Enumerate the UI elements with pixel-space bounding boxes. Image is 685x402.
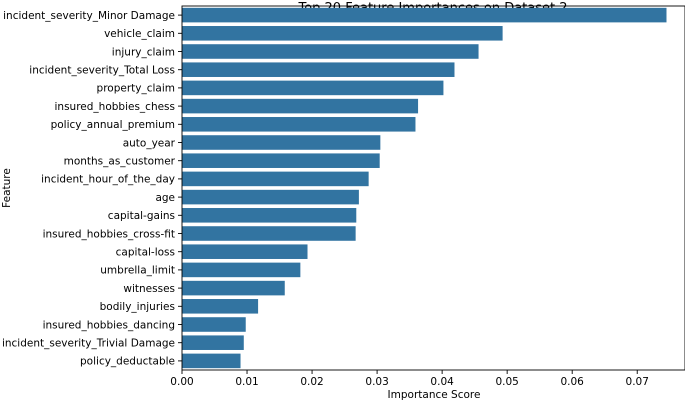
- category-label-16: bodily_injuries: [100, 301, 175, 313]
- bar-14: [182, 262, 301, 278]
- category-label-7: auto_year: [123, 137, 176, 149]
- category-label-10: age: [155, 192, 175, 204]
- x-tick-label-0: 0.00: [170, 376, 193, 388]
- category-label-13: capital-loss: [116, 247, 175, 259]
- category-label-3: incident_severity_Total Loss: [29, 65, 175, 77]
- bar-12: [182, 226, 356, 241]
- category-label-5: insured_hobbies_chess: [55, 101, 176, 113]
- x-tick-label-4: 0.04: [430, 376, 454, 388]
- bar-1: [182, 26, 503, 41]
- category-label-12: insured_hobbies_cross-fit: [43, 228, 175, 240]
- bar-0: [182, 7, 667, 23]
- x-tick-label-6: 0.06: [560, 376, 584, 388]
- bar-13: [182, 244, 308, 259]
- category-label-15: witnesses: [123, 283, 175, 295]
- bar-8: [182, 153, 380, 168]
- category-label-17: insured_hobbies_dancing: [43, 319, 175, 331]
- bar-10: [182, 189, 359, 205]
- category-label-1: vehicle_claim: [104, 28, 175, 40]
- category-label-11: capital-gains: [108, 210, 175, 222]
- bar-7: [182, 135, 381, 150]
- category-labels-group: incident_severity_Minor Damage vehicle_cl…: [2, 10, 182, 368]
- category-label-9: incident_hour_of_the_day: [41, 174, 175, 186]
- category-label-6: policy_annual_premium: [51, 119, 175, 131]
- category-label-14: umbrella_limit: [100, 265, 175, 277]
- bar-2: [182, 44, 479, 59]
- x-tick-label-2: 0.02: [300, 376, 323, 388]
- x-axis-label: Importance Score: [388, 389, 481, 401]
- bar-4: [182, 80, 444, 96]
- x-tick-label-7: 0.07: [626, 376, 649, 388]
- bar-11: [182, 208, 357, 223]
- bar-15: [182, 280, 285, 296]
- plot-frame: [181, 5, 685, 371]
- category-label-19: policy_deductable: [80, 356, 175, 368]
- x-tick-label-3: 0.03: [365, 376, 388, 388]
- bar-9: [182, 171, 369, 187]
- x-tick-label-5: 0.05: [495, 376, 518, 388]
- category-label-18: incident_severity_Trivial Damage: [2, 338, 175, 350]
- x-tick-label-1: 0.01: [235, 376, 258, 388]
- bar-19: [182, 353, 241, 369]
- category-label-4: property_claim: [97, 83, 175, 95]
- category-label-2: injury_claim: [112, 46, 175, 58]
- category-label-0: incident_severity_Minor Damage: [3, 10, 175, 22]
- bar-6: [182, 117, 416, 132]
- bar-18: [182, 335, 244, 350]
- bar-3: [182, 62, 455, 77]
- bar-16: [182, 299, 259, 314]
- bars-group: [182, 7, 667, 369]
- bar-5: [182, 98, 419, 114]
- y-axis-label: Feature: [1, 168, 13, 208]
- category-label-8: months_as_customer: [64, 156, 176, 168]
- x-ticks-group: 0.00 0.01 0.02 0.03 0.04 0.05 0.06 0.07: [170, 370, 649, 388]
- bar-17: [182, 317, 246, 332]
